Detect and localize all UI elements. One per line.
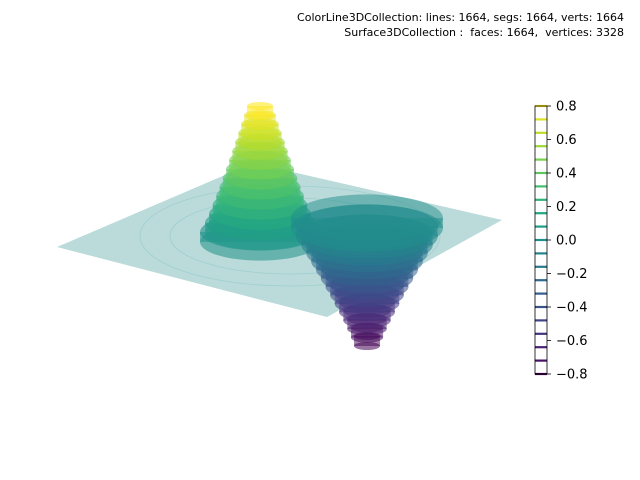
colorbar-tick-label-5: −0.2 bbox=[556, 267, 588, 282]
plot-3d bbox=[57, 102, 502, 350]
trough-disc-top-14 bbox=[291, 194, 443, 242]
peak-disc-bottom-14 bbox=[247, 112, 273, 120]
peak-disc-top-14 bbox=[247, 102, 273, 110]
peak-disc-bottom-12 bbox=[241, 128, 279, 140]
trough-disc-14 bbox=[291, 194, 443, 252]
collection-info-lines: ColorLine3DCollection: lines: 1664, segs… bbox=[297, 11, 624, 24]
colorbar-tick-label-0: 0.8 bbox=[556, 100, 577, 115]
peak-disc-bottom-13 bbox=[244, 120, 276, 130]
colorbar-tick-label-1: 0.6 bbox=[556, 133, 577, 148]
peak-disc-side-14 bbox=[247, 106, 273, 116]
colorbar-tick-label-2: 0.4 bbox=[556, 167, 577, 182]
colorbar: 0.8 0.6 0.4 0.2 0.0 −0.2 −0.4 −0.6 −0.8 bbox=[534, 100, 588, 383]
peak-disc-14 bbox=[247, 102, 273, 120]
colorbar-tick-label-8: −0.8 bbox=[556, 368, 588, 383]
colorbar-tick-label-4: 0.0 bbox=[556, 234, 577, 249]
trough-disc-bottom-1 bbox=[351, 332, 383, 343]
trough-disc-bottom-0 bbox=[354, 342, 380, 350]
peak-disc-bottom-11 bbox=[238, 136, 282, 150]
collection-info-surface: Surface3DCollection : faces: 1664, verti… bbox=[344, 26, 624, 39]
colorbar-tick-label-3: 0.2 bbox=[556, 200, 577, 215]
colorbar-tick-label-7: −0.6 bbox=[556, 334, 588, 349]
colorbar-tick-label-6: −0.4 bbox=[556, 301, 588, 316]
peak-disc-side-13 bbox=[244, 115, 276, 125]
